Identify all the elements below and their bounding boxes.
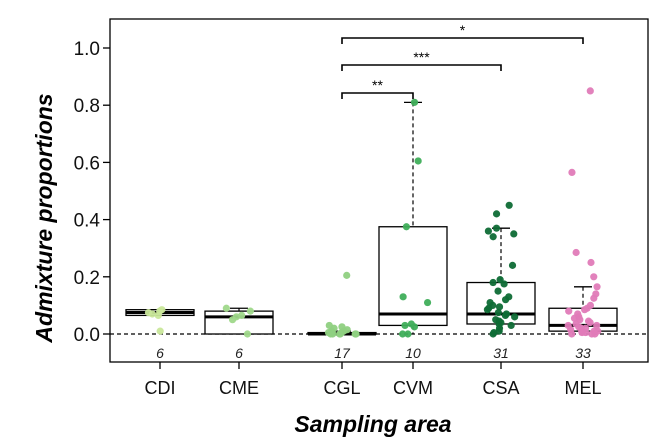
- data-point-cvm: [399, 330, 407, 338]
- n-label-cvm: 10: [405, 345, 421, 361]
- data-point-mel: [593, 283, 601, 291]
- data-point-cvm: [410, 98, 419, 106]
- y-tick-label: 0.4: [74, 211, 101, 232]
- bracket-line: [341, 37, 584, 44]
- data-point-csa: [489, 278, 497, 287]
- data-point-csa: [484, 227, 492, 235]
- data-point-mel: [590, 294, 598, 302]
- data-point-mel: [568, 168, 576, 177]
- data-point-cvm: [404, 330, 412, 338]
- box-iqr: [466, 281, 536, 325]
- data-point-csa: [494, 308, 502, 317]
- x-tick-label-cvm: CVM: [393, 378, 433, 398]
- significance-label: **: [372, 77, 383, 93]
- data-point-mel: [587, 258, 595, 267]
- x-tick-label-csa: CSA: [482, 378, 519, 398]
- data-point-cvm: [410, 323, 419, 331]
- data-point-cvm: [414, 157, 422, 165]
- plot-frame: [109, 18, 649, 363]
- data-point-csa: [483, 306, 492, 314]
- x-tick-label-mel: MEL: [564, 378, 601, 398]
- n-label-mel: 33: [575, 345, 591, 361]
- y-tick-label: 1.0: [74, 39, 100, 60]
- boxes-layer: [125, 101, 618, 336]
- data-point-csa: [492, 210, 501, 218]
- x-axis-title: Sampling area: [294, 411, 451, 437]
- y-tick-label: 0.0: [74, 325, 100, 346]
- n-label-cdi: 6: [156, 345, 164, 361]
- significance-bracket-mel: *: [341, 22, 584, 44]
- data-point-csa: [492, 224, 501, 232]
- data-point-mel: [593, 321, 601, 330]
- significance-label: ***: [413, 49, 430, 65]
- n-label-cme: 6: [235, 345, 243, 361]
- significance-brackets: ******: [341, 22, 584, 99]
- y-tick-label: 0.8: [74, 96, 100, 117]
- data-point-cvm: [401, 321, 409, 330]
- significance-label: *: [460, 22, 466, 38]
- data-point-mel: [586, 87, 594, 95]
- data-point-csa: [510, 230, 518, 238]
- data-point-cgl: [329, 330, 337, 338]
- data-point-cme: [228, 316, 237, 324]
- x-tick-label-cgl: CGL: [323, 378, 360, 398]
- points-layer: [144, 87, 602, 338]
- data-point-cme: [243, 330, 252, 338]
- y-tick-label: 0.2: [74, 268, 100, 289]
- data-point-cgl: [352, 330, 360, 338]
- n-label-cgl: 17: [334, 345, 351, 361]
- data-point-cgl: [343, 271, 351, 279]
- n-label-csa: 31: [493, 345, 509, 361]
- data-point-cme: [246, 307, 254, 315]
- data-point-csa: [500, 280, 508, 288]
- data-point-mel: [572, 248, 580, 257]
- data-point-csa: [495, 303, 504, 311]
- bracket-line: [341, 92, 414, 99]
- x-tick-label-cdi: CDI: [145, 378, 176, 398]
- data-point-csa: [489, 233, 497, 241]
- data-point-mel: [590, 273, 598, 281]
- data-point-csa: [489, 330, 497, 338]
- data-point-mel: [568, 330, 576, 338]
- data-point-cvm: [402, 223, 411, 231]
- data-point-cdi: [156, 327, 164, 335]
- data-point-csa: [505, 201, 513, 209]
- box-iqr: [378, 226, 448, 327]
- data-point-csa: [507, 321, 515, 330]
- data-point-csa: [511, 313, 519, 321]
- y-axis-title: Admixture proportions: [31, 93, 57, 343]
- data-point-cdi: [158, 306, 166, 314]
- y-tick-label: 0.6: [74, 153, 100, 174]
- data-point-csa: [501, 311, 510, 320]
- box-cvm: [378, 101, 448, 334]
- axes: 0.0 0.2 0.4 0.6 0.8 1.0 6 CDI 6 CME 17 CGL 10 CVM 31 CS…: [74, 18, 649, 398]
- data-point-csa: [494, 287, 502, 295]
- data-point-csa: [501, 296, 510, 304]
- data-point-cvm: [423, 298, 432, 307]
- data-point-cdi: [154, 311, 162, 320]
- significance-bracket-cvm: **: [341, 77, 414, 99]
- bracket-line: [341, 64, 502, 71]
- significance-bracket-csa: ***: [341, 49, 502, 71]
- data-point-mel: [591, 330, 599, 338]
- data-point-mel: [565, 307, 573, 315]
- x-tick-label-cme: CME: [219, 378, 259, 398]
- data-point-cvm: [399, 293, 407, 301]
- data-point-mel: [581, 306, 589, 314]
- data-point-cgl: [335, 330, 344, 338]
- data-point-csa: [508, 261, 517, 269]
- data-point-mel: [586, 318, 594, 327]
- box-cme: [204, 307, 274, 335]
- data-point-cdi: [148, 310, 156, 318]
- data-point-mel: [578, 328, 586, 337]
- data-point-cme: [222, 304, 230, 312]
